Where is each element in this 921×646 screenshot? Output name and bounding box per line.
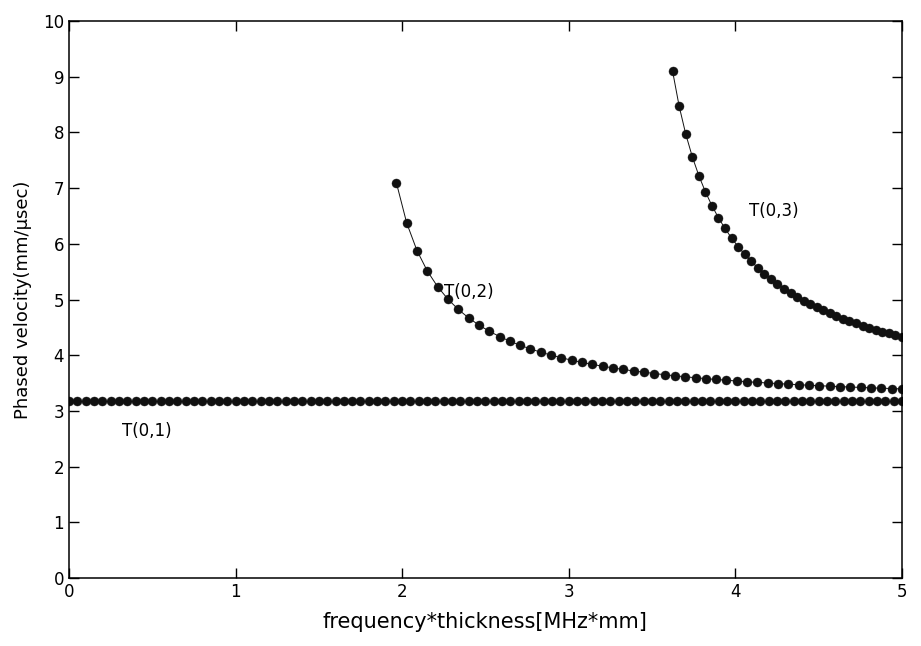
Text: T(0,1): T(0,1)	[122, 422, 172, 440]
Y-axis label: Phased velocity(mm/μsec): Phased velocity(mm/μsec)	[14, 180, 32, 419]
X-axis label: frequency*thickness[MHz*mm]: frequency*thickness[MHz*mm]	[323, 612, 647, 632]
Text: T(0,3): T(0,3)	[749, 202, 799, 220]
Text: T(0,2): T(0,2)	[444, 283, 494, 301]
